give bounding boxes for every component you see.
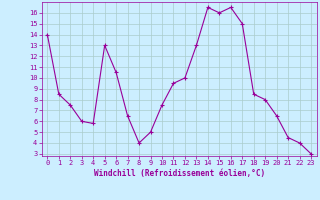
X-axis label: Windchill (Refroidissement éolien,°C): Windchill (Refroidissement éolien,°C) <box>94 169 265 178</box>
